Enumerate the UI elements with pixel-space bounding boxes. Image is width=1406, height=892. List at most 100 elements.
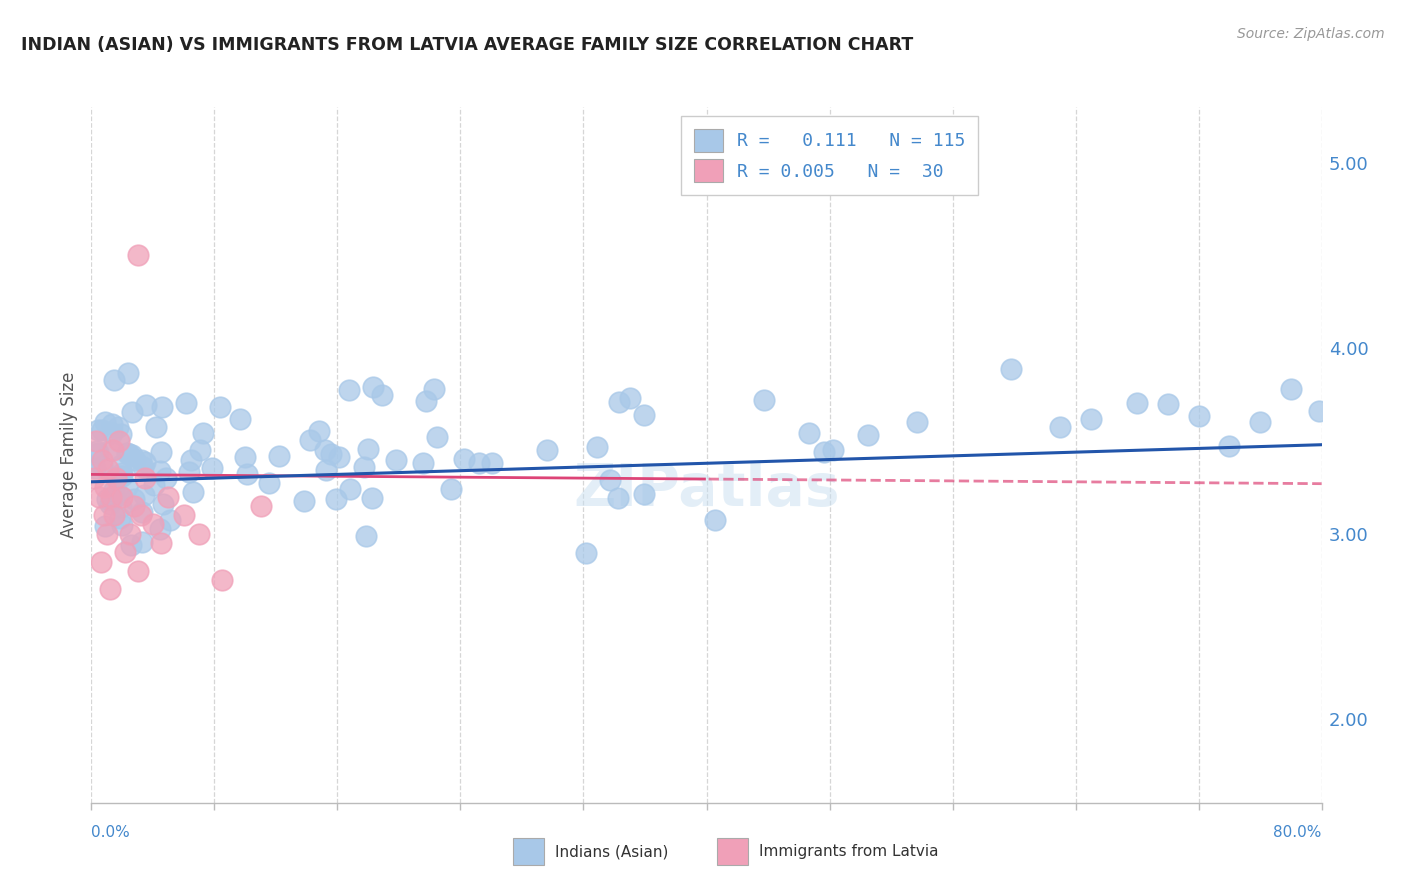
- Point: [129, 453, 152, 467]
- Point: [118, 526, 141, 541]
- Point: [149, 522, 172, 536]
- Point: [360, 491, 382, 505]
- Point: [328, 450, 350, 464]
- Point: [1279, 382, 1302, 396]
- Point: [87, 446, 110, 460]
- Text: 0.0%: 0.0%: [91, 825, 131, 840]
- Point: [93, 508, 115, 523]
- Point: [201, 461, 224, 475]
- Point: [131, 534, 153, 549]
- Point: [606, 491, 628, 505]
- Point: [599, 473, 621, 487]
- Legend: R =   0.111   N = 115, R = 0.005   N =  30: R = 0.111 N = 115, R = 0.005 N = 30: [681, 116, 979, 195]
- Point: [633, 487, 655, 501]
- Point: [152, 497, 174, 511]
- Point: [91, 423, 114, 437]
- Point: [105, 471, 127, 485]
- Point: [97, 462, 120, 476]
- Point: [103, 508, 125, 523]
- Point: [155, 471, 177, 485]
- Point: [173, 508, 195, 523]
- Text: 80.0%: 80.0%: [1274, 825, 1322, 840]
- Point: [905, 415, 928, 429]
- Point: [371, 388, 394, 402]
- Point: [124, 499, 146, 513]
- Point: [415, 393, 437, 408]
- Point: [100, 490, 122, 504]
- Point: [90, 459, 112, 474]
- Point: [96, 526, 118, 541]
- Point: [157, 490, 180, 504]
- Point: [813, 445, 835, 459]
- Point: [98, 582, 121, 597]
- Point: [586, 440, 609, 454]
- Point: [121, 449, 143, 463]
- Point: [468, 456, 491, 470]
- Point: [159, 513, 181, 527]
- Point: [83, 461, 105, 475]
- Point: [481, 456, 503, 470]
- Point: [94, 518, 117, 533]
- Point: [84, 434, 107, 448]
- Text: Source: ZipAtlas.com: Source: ZipAtlas.com: [1237, 27, 1385, 41]
- Point: [357, 442, 380, 456]
- Point: [124, 452, 146, 467]
- Point: [149, 464, 172, 478]
- Point: [607, 394, 630, 409]
- Point: [633, 408, 655, 422]
- Point: [101, 417, 124, 432]
- Point: [315, 463, 337, 477]
- Point: [127, 248, 149, 262]
- Point: [211, 573, 233, 587]
- Point: [110, 458, 132, 472]
- Point: [107, 419, 129, 434]
- Point: [174, 395, 197, 409]
- Point: [235, 467, 257, 481]
- Point: [134, 471, 156, 485]
- Point: [180, 453, 202, 467]
- Point: [229, 412, 252, 426]
- Point: [94, 415, 117, 429]
- Point: [132, 460, 155, 475]
- Point: [101, 492, 124, 507]
- Point: [142, 478, 165, 492]
- Point: [354, 529, 377, 543]
- Point: [110, 426, 132, 441]
- Point: [111, 518, 134, 533]
- Point: [193, 426, 215, 441]
- Point: [118, 447, 141, 461]
- Point: [412, 456, 434, 470]
- Point: [135, 398, 157, 412]
- Point: [385, 453, 408, 467]
- Point: [115, 446, 138, 460]
- Point: [110, 511, 132, 525]
- Point: [1157, 397, 1180, 411]
- Point: [422, 383, 444, 397]
- Point: [111, 468, 134, 483]
- Point: [122, 492, 145, 507]
- Point: [856, 427, 879, 442]
- Point: [353, 460, 375, 475]
- Point: [117, 367, 139, 381]
- Point: [1187, 409, 1209, 423]
- Point: [90, 555, 112, 569]
- Point: [308, 424, 330, 438]
- Point: [108, 434, 131, 448]
- Point: [575, 546, 598, 560]
- Point: [321, 447, 343, 461]
- Point: [257, 475, 280, 490]
- Point: [86, 444, 108, 458]
- Point: [111, 466, 134, 480]
- Point: [1049, 420, 1071, 434]
- Point: [87, 423, 110, 437]
- Point: [1126, 396, 1149, 410]
- Point: [1000, 362, 1022, 376]
- Point: [110, 500, 132, 515]
- Point: [145, 420, 167, 434]
- Point: [134, 455, 156, 469]
- Point: [179, 465, 201, 479]
- Point: [453, 452, 475, 467]
- Point: [752, 392, 775, 407]
- Point: [98, 443, 121, 458]
- Point: [103, 373, 125, 387]
